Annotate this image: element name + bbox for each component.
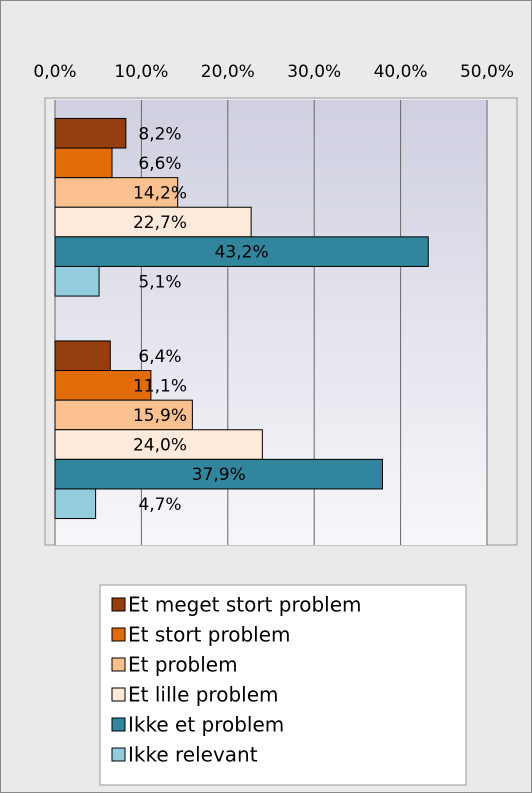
data-label: 22,7% xyxy=(133,213,187,233)
legend-swatch xyxy=(111,687,126,702)
bar xyxy=(54,399,193,431)
bar xyxy=(54,117,127,149)
data-label: 24,0% xyxy=(133,436,187,456)
bar xyxy=(54,488,97,520)
legend-label: Et meget stort problem xyxy=(128,593,362,617)
legend-swatch xyxy=(111,627,126,642)
legend-swatch xyxy=(111,657,126,672)
legend-label: Ikke et problem xyxy=(128,713,284,737)
x-tick-label: 30,0% xyxy=(287,62,341,82)
data-label: 4,7% xyxy=(138,495,181,515)
bar xyxy=(54,265,100,297)
bar xyxy=(54,340,111,372)
bar xyxy=(54,206,252,238)
legend-label: Et stort problem xyxy=(128,623,291,647)
data-label: 6,6% xyxy=(138,154,181,174)
legend-label: Ikke relevant xyxy=(128,743,258,767)
bar xyxy=(54,147,113,179)
x-tick-label: 0,0% xyxy=(33,62,76,82)
x-tick-label: 50,0% xyxy=(460,62,514,82)
data-label: 37,9% xyxy=(192,465,246,485)
x-tick-label: 20,0% xyxy=(201,62,255,82)
data-label: 14,2% xyxy=(133,183,187,203)
data-label: 11,1% xyxy=(133,376,187,396)
data-label: 15,9% xyxy=(133,406,187,426)
data-label: 43,2% xyxy=(215,243,269,263)
legend-label: Et problem xyxy=(128,653,238,677)
legend-swatch xyxy=(111,747,126,762)
data-label: 5,1% xyxy=(138,272,181,292)
legend-label: Et lille problem xyxy=(128,683,278,707)
x-tick-label: 40,0% xyxy=(374,62,428,82)
bar xyxy=(54,458,383,490)
bar xyxy=(54,370,152,401)
bar xyxy=(54,177,179,208)
legend-swatch xyxy=(111,717,126,732)
x-tick-label: 10,0% xyxy=(114,62,168,82)
data-label: 8,2% xyxy=(138,124,181,144)
bar xyxy=(54,236,429,267)
legend xyxy=(99,584,467,786)
legend-swatch xyxy=(111,597,126,612)
data-label: 6,4% xyxy=(138,347,181,367)
